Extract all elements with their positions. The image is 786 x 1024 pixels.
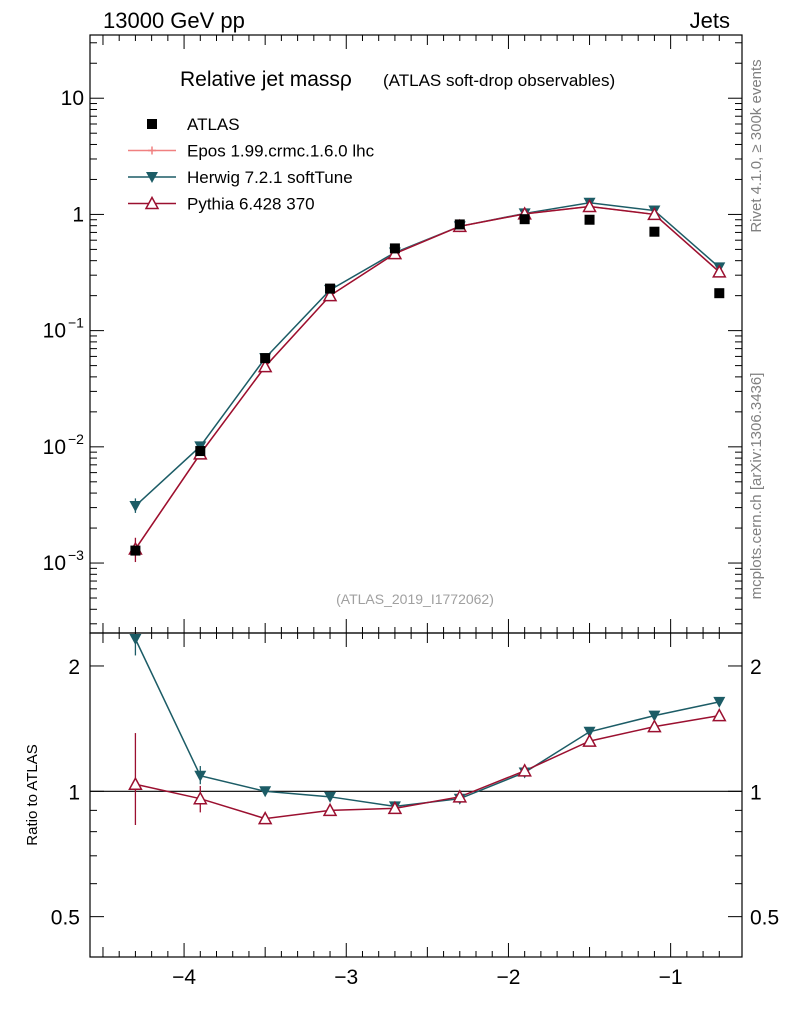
plot-title: Relative jet massρ [180,68,352,91]
ratio-axis-ticks: 0.5 0.5 1 1 2 2 −4 −3 −2 −1 [51,633,779,989]
legend-label: Epos 1.99.crmc.1.6.0 lhc [187,142,375,161]
data-point-square [519,214,530,225]
legend-marker [148,146,156,155]
ratio-y-tick-label: 0.5 [51,907,80,930]
data-point-square [454,219,465,230]
data-point-triangle-up [582,198,597,213]
main-y-tick-label: 10 [61,87,84,110]
ratio-series-group [128,634,727,826]
series-line-triangle-up [134,205,720,550]
main-y-tick-exponent: −1 [68,315,84,331]
ratio-point-triangle-up [712,708,727,722]
mcplots-source-label: mcplots.cern.ch [arXiv:1306.3436] [748,373,765,600]
ratio-point-triangle-up [452,789,468,803]
main-y-tick-exponent: −2 [68,431,84,447]
legend-marker [147,119,157,129]
legend-marker [146,172,158,183]
legend-marker [144,195,160,210]
ratio-point-triangle-down [713,696,726,708]
x-tick-label: −3 [334,966,358,989]
legend-label: Pythia 6.428 370 [187,195,315,214]
data-point-triangle-up [257,359,273,373]
x-tick-label: −2 [496,966,520,989]
ratio-point-triangle-up [257,811,273,825]
ratio-point-triangle-up [193,791,208,805]
legend-label: ATLAS [187,115,240,134]
plot-subtitle: (ATLAS soft-drop observables) [383,71,615,90]
ratio-point-triangle-up [517,763,532,777]
main-y-tick-label: 10 [43,552,66,575]
data-point-square [389,243,400,254]
analysis-watermark: (ATLAS_2019_I1772062) [336,591,494,607]
x-tick-label: −4 [172,966,196,989]
data-point-square [584,214,595,225]
ratio-y-tick-label-right: 0.5 [750,907,779,930]
header-energy-label: 13000 GeV pp [103,8,245,33]
ratio-point-triangle-up [322,802,338,817]
rivet-version-label: Rivet 4.1.0, ≥ 300k events [748,59,765,232]
ratio-point-triangle-up [647,719,662,733]
ratio-y-tick-label: 1 [68,781,80,804]
data-point-square [130,545,141,556]
main-y-tick-label: 10 [43,320,66,343]
data-point-square [325,283,336,294]
header-jets-label: Jets [690,8,730,33]
main-y-tick-exponent: −3 [68,547,84,563]
data-point-square [195,446,206,457]
legend-label: Herwig 7.2.1 softTune [187,168,353,187]
ratio-point-triangle-down [648,710,661,722]
data-point-square [649,226,660,237]
ratio-point-triangle-up [128,776,143,790]
series-line-cross [134,205,720,550]
ratio-point-triangle-up [387,800,403,815]
data-point-square [260,353,271,364]
data-point-triangle-down [129,500,142,512]
ratio-point-triangle-down [324,791,337,803]
ratio-point-triangle-down [583,726,596,738]
main-y-tick-label: 1 [72,203,84,226]
data-point-square [714,288,725,299]
ratio-y-axis-label: Ratio to ATLAS [24,744,41,845]
data-point-triangle-up [647,206,662,221]
ratio-point-triangle-down [129,634,142,645]
ratio-plot-panel: 0.5 0.5 1 1 2 2 −4 −3 −2 −1 Ratio to ATLAS [24,632,779,989]
main-y-tick-label: 10 [43,436,66,459]
main-series-group [128,197,727,563]
data-point-triangle-up [322,288,338,302]
ratio-y-tick-label-right: 1 [750,781,762,804]
ratio-line-triangle-down [134,638,720,808]
ratio-plot-frame [89,632,743,958]
x-tick-label: −1 [659,966,683,989]
ratio-point-triangle-down [194,770,207,782]
ratio-y-tick-label-right: 2 [750,656,762,679]
series-line-triangle-down [134,202,720,507]
legend: ATLAS Epos 1.99.crmc.1.6.0 lhc Herwig 7.2.… [128,115,375,214]
ratio-point-triangle-down [259,786,272,798]
data-point-triangle-up [712,264,727,278]
ratio-point-triangle-up [582,733,597,747]
ratio-y-tick-label: 2 [68,656,80,679]
ratio-line-triangle-up [135,714,720,820]
